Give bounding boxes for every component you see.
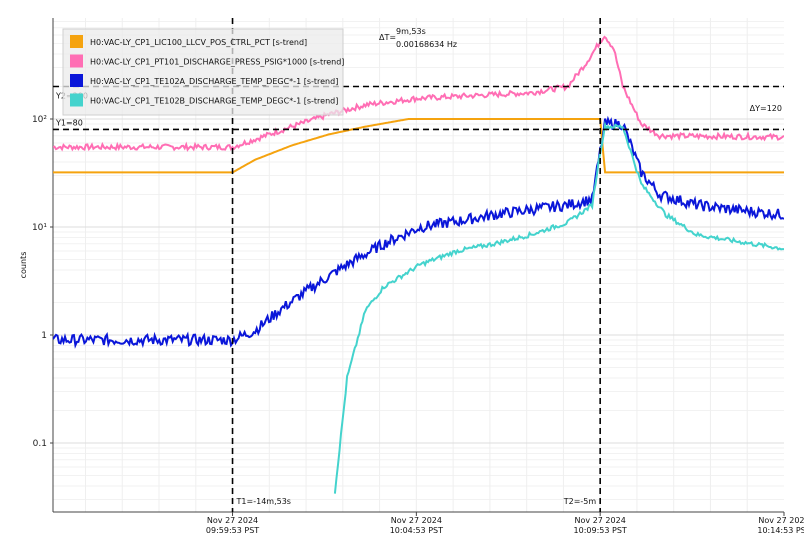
y-tick-label: 0.1 xyxy=(33,439,47,449)
x-tick-label-date: Nov 27 2024 xyxy=(391,516,442,525)
delta-t-label: ΔT= xyxy=(379,33,396,42)
x-tick-label-date: Nov 27 2024 xyxy=(575,516,626,525)
t2-cursor-label: T2=-5m xyxy=(563,497,597,506)
series-line-1 xyxy=(53,118,784,174)
x-tick-label-time: 10:14:53 PST xyxy=(757,526,804,535)
series-line-2 xyxy=(53,35,784,152)
y-tick-label: 1 xyxy=(41,331,47,341)
series-line-4 xyxy=(333,120,784,494)
x-tick-label-time: 10:09:53 PST xyxy=(574,526,627,535)
x-tick-label-date: Nov 27 2024 xyxy=(207,516,258,525)
y-tick-label: 10¹ xyxy=(32,223,47,233)
x-tick-label-time: 09:59:53 PST xyxy=(206,526,259,535)
delta-y-label: ΔY=120 xyxy=(750,104,782,113)
delta-f-value: 0.00168634 Hz xyxy=(396,40,457,49)
legend-swatch-3 xyxy=(70,74,83,87)
legend-label-1: H0:VAC-LY_CP1_LIC100_LLCV_POS_CTRL_PCT [… xyxy=(90,38,307,47)
delta-t-value: 9m,53s xyxy=(396,27,426,36)
x-tick-label-time: 10:04:53 PST xyxy=(390,526,443,535)
legend-box xyxy=(62,28,344,116)
y-tick-label: 10² xyxy=(32,115,47,125)
legend-swatch-4 xyxy=(70,93,83,107)
legend-swatch-2 xyxy=(70,54,83,68)
legend-label-4: H0:VAC-LY_CP1_TE102B_DISCHARGE_TEMP_DEGC… xyxy=(90,97,338,106)
y1-cursor-label: Y1=80 xyxy=(55,118,83,127)
x-tick-label-date: Nov 27 2024 xyxy=(758,516,804,525)
y-axis-label: counts xyxy=(19,252,28,279)
legend-label-2: H0:VAC-LY_CP1_PT101_DISCHARGE_PRESS_PSIG… xyxy=(90,58,344,67)
series-line-3 xyxy=(53,115,784,349)
t1-cursor-label: T1=-14m,53s xyxy=(236,497,291,506)
legend-label-3: H0:VAC-LY_CP1_TE102A_DISCHARGE_TEMP_DEGC… xyxy=(90,77,338,86)
legend-swatch-1 xyxy=(70,35,83,48)
